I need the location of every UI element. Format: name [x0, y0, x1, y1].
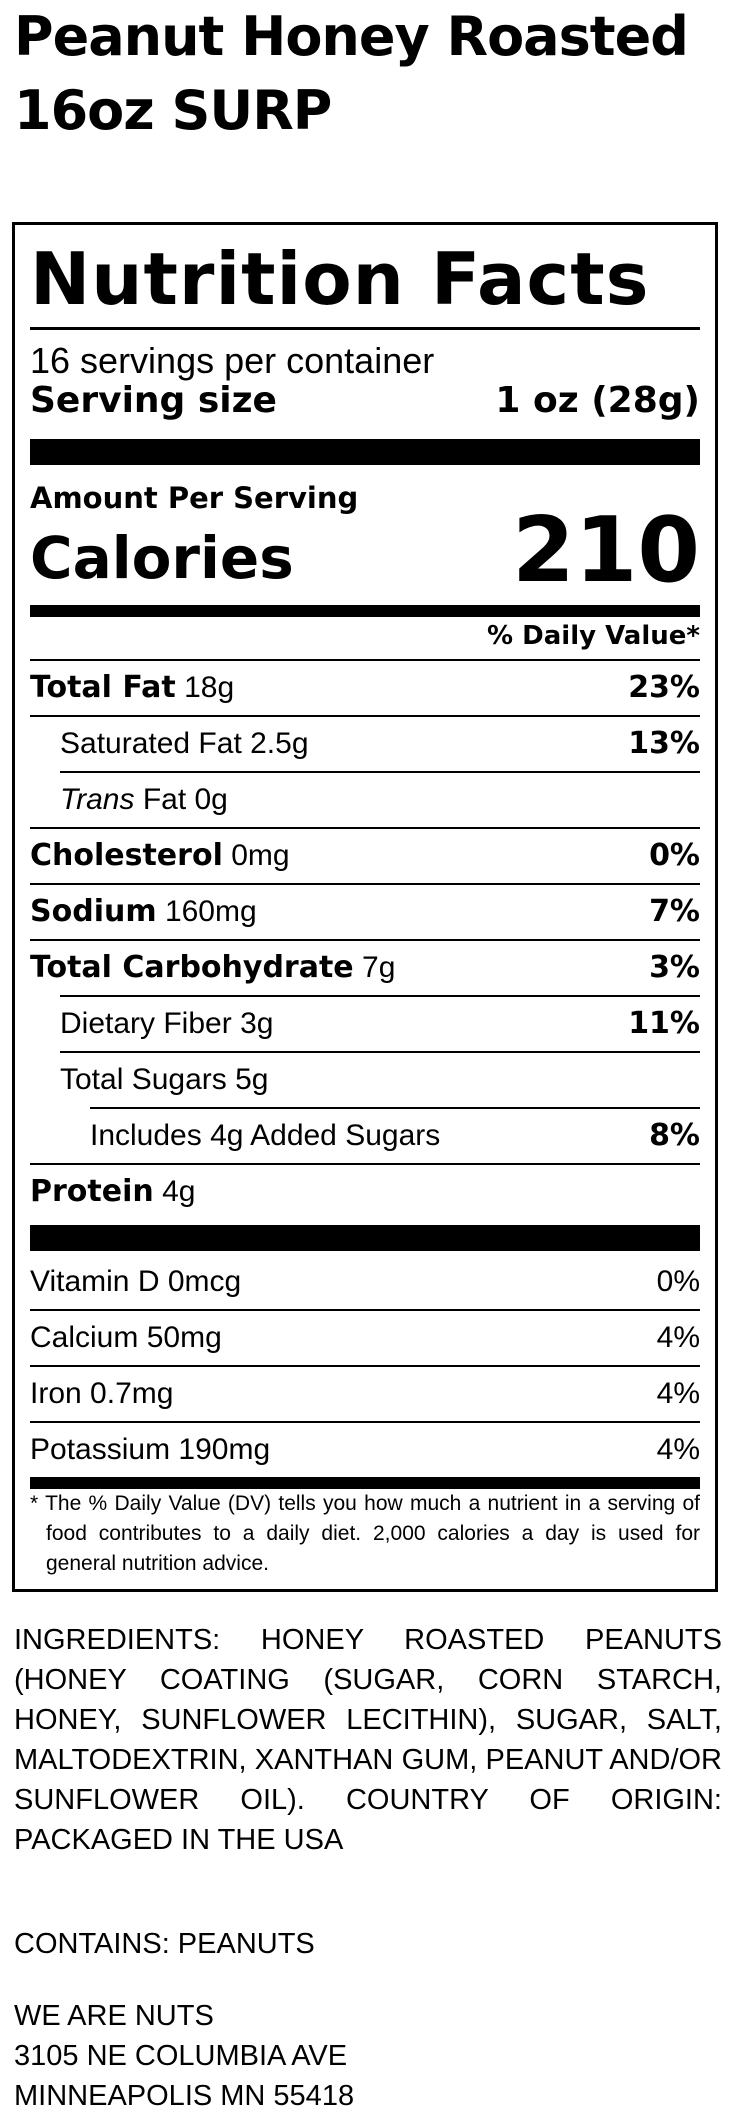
divider-thin — [30, 939, 700, 941]
nutrient-row-total-carbohydrate: Total Carbohydrate 7g 3% — [30, 941, 700, 995]
vitamin-amount: 190mg — [178, 1433, 271, 1466]
serving-size-label: Serving size — [30, 380, 277, 421]
nutrient-row-total-fat: Total Fat 18g 23% — [30, 661, 700, 715]
nutrient-amount: 2.5g — [250, 727, 309, 760]
divider-thick — [30, 1225, 700, 1251]
nutrient-row-saturated-fat: Saturated Fat 2.5g 13% — [30, 717, 700, 771]
allergen-statement: CONTAINS: PEANUTS — [14, 1928, 315, 1960]
nutrient-name: Protein — [30, 1174, 154, 1209]
vitamin-daily-value: 0% — [656, 1265, 700, 1298]
calories-label: Calories — [30, 524, 294, 592]
nutrient-name: Dietary Fiber — [60, 1007, 232, 1040]
vitamin-daily-value: 4% — [656, 1377, 700, 1410]
nutrient-daily-value: 3% — [649, 950, 700, 985]
nutrient-name: Saturated Fat — [60, 727, 242, 760]
nutrient-name: Includes 4g Added Sugars — [90, 1119, 441, 1152]
vitamin-daily-value: 4% — [656, 1433, 700, 1466]
vitamin-amount: 0.7mg — [90, 1377, 174, 1410]
divider-thin — [30, 827, 700, 829]
divider-thin — [60, 1051, 700, 1053]
nutrient-row-total-sugars: Total Sugars 5g — [30, 1053, 700, 1107]
servings-per-container: 16 servings per container — [30, 340, 435, 381]
manufacturer-name: WE ARE NUTS — [14, 2000, 214, 2032]
divider-thin — [30, 1421, 700, 1423]
vitamin-row-iron: Iron 0.7mg 4% — [30, 1367, 700, 1421]
manufacturer-city: MINNEAPOLIS MN 55418 — [14, 2080, 355, 2112]
divider-thick — [30, 439, 700, 465]
nutrient-daily-value: 23% — [628, 670, 700, 705]
vitamin-amount: 0mcg — [167, 1265, 242, 1298]
nutrient-amount: 0mg — [231, 839, 290, 872]
vitamin-row-vitamin-d: Vitamin D 0mcg 0% — [30, 1255, 700, 1309]
nutrient-amount: 4g — [162, 1175, 196, 1208]
divider-thin — [60, 995, 700, 997]
nutrient-name: Total Carbohydrate — [30, 950, 354, 985]
divider-thin — [30, 327, 700, 330]
manufacturer-street: 3105 NE COLUMBIA AVE — [14, 2040, 348, 2072]
divider-thin — [30, 1365, 700, 1367]
nutrient-row-protein: Protein 4g — [30, 1165, 700, 1219]
divider-thin — [30, 883, 700, 885]
nutrient-daily-value: 13% — [628, 726, 700, 761]
calories-value: 210 — [512, 498, 700, 603]
nutrition-facts-heading: Nutrition Facts — [30, 237, 650, 321]
nutrient-name: Total Fat — [30, 670, 176, 705]
daily-value-footnote: * The % Daily Value (DV) tells you how m… — [30, 1492, 700, 1575]
divider-thin — [90, 1107, 700, 1109]
vitamin-name: Potassium — [30, 1433, 171, 1466]
divider-thin — [60, 771, 700, 773]
serving-size-value: 1 oz (28g) — [495, 380, 700, 421]
vitamin-name: Calcium — [30, 1321, 139, 1354]
nutrient-amount: Fat 0g — [142, 783, 228, 816]
nutrient-name: Sodium — [30, 894, 157, 929]
amount-per-serving: Amount Per Serving — [30, 481, 359, 515]
product-title: Peanut Honey Roasted 16oz SURP — [14, 0, 724, 148]
nutrient-row-cholesterol: Cholesterol 0mg 0% — [30, 829, 700, 883]
ingredients-text: INGREDIENTS: HONEY ROASTED PEANUTS (HONE… — [14, 1624, 722, 1856]
nutrient-daily-value: 11% — [628, 1006, 700, 1041]
vitamin-amount: 50mg — [146, 1321, 222, 1354]
nutrient-daily-value: 0% — [649, 838, 700, 873]
vitamin-daily-value: 4% — [656, 1321, 700, 1354]
nutrient-daily-value: 8% — [649, 1118, 700, 1153]
nutrient-amount: 18g — [184, 671, 235, 704]
divider-thin — [30, 1163, 700, 1165]
divider-thin — [30, 1309, 700, 1311]
nutrient-name: Cholesterol — [30, 838, 223, 873]
nutrient-name: Total Sugars — [60, 1063, 227, 1096]
daily-value-header: % Daily Value* — [487, 621, 700, 651]
divider-thin — [30, 715, 700, 717]
divider-medium — [30, 1477, 700, 1489]
divider-medium — [30, 605, 700, 617]
nutrient-amount: 160mg — [164, 895, 257, 928]
nutrient-amount: 5g — [235, 1063, 269, 1096]
nutrient-row-added-sugars: Includes 4g Added Sugars 8% — [30, 1109, 700, 1163]
vitamin-row-potassium: Potassium 190mg 4% — [30, 1423, 700, 1477]
manufacturer-address: WE ARE NUTS 3105 NE COLUMBIA AVE MINNEAP… — [14, 1996, 354, 2116]
nutrient-name: Trans — [60, 783, 135, 816]
nutrition-facts-panel: Nutrition Facts 16 servings per containe… — [12, 222, 718, 1592]
nutrient-row-sodium: Sodium 160mg 7% — [30, 885, 700, 939]
nutrient-row-dietary-fiber: Dietary Fiber 3g 11% — [30, 997, 700, 1051]
nutrient-amount: 3g — [240, 1007, 274, 1040]
vitamin-row-calcium: Calcium 50mg 4% — [30, 1311, 700, 1365]
product-title-line-2: 16oz SURP — [14, 79, 332, 142]
nutrient-amount: 7g — [362, 951, 396, 984]
nutrient-daily-value: 7% — [649, 894, 700, 929]
product-title-line-1: Peanut Honey Roasted — [14, 5, 689, 68]
serving-size-row: Serving size 1 oz (28g) — [30, 379, 700, 423]
vitamin-name: Iron — [30, 1377, 82, 1410]
nutrient-row-trans-fat: Trans Fat 0g — [30, 773, 700, 827]
divider-thin — [30, 659, 700, 661]
vitamin-name: Vitamin D — [30, 1265, 160, 1298]
